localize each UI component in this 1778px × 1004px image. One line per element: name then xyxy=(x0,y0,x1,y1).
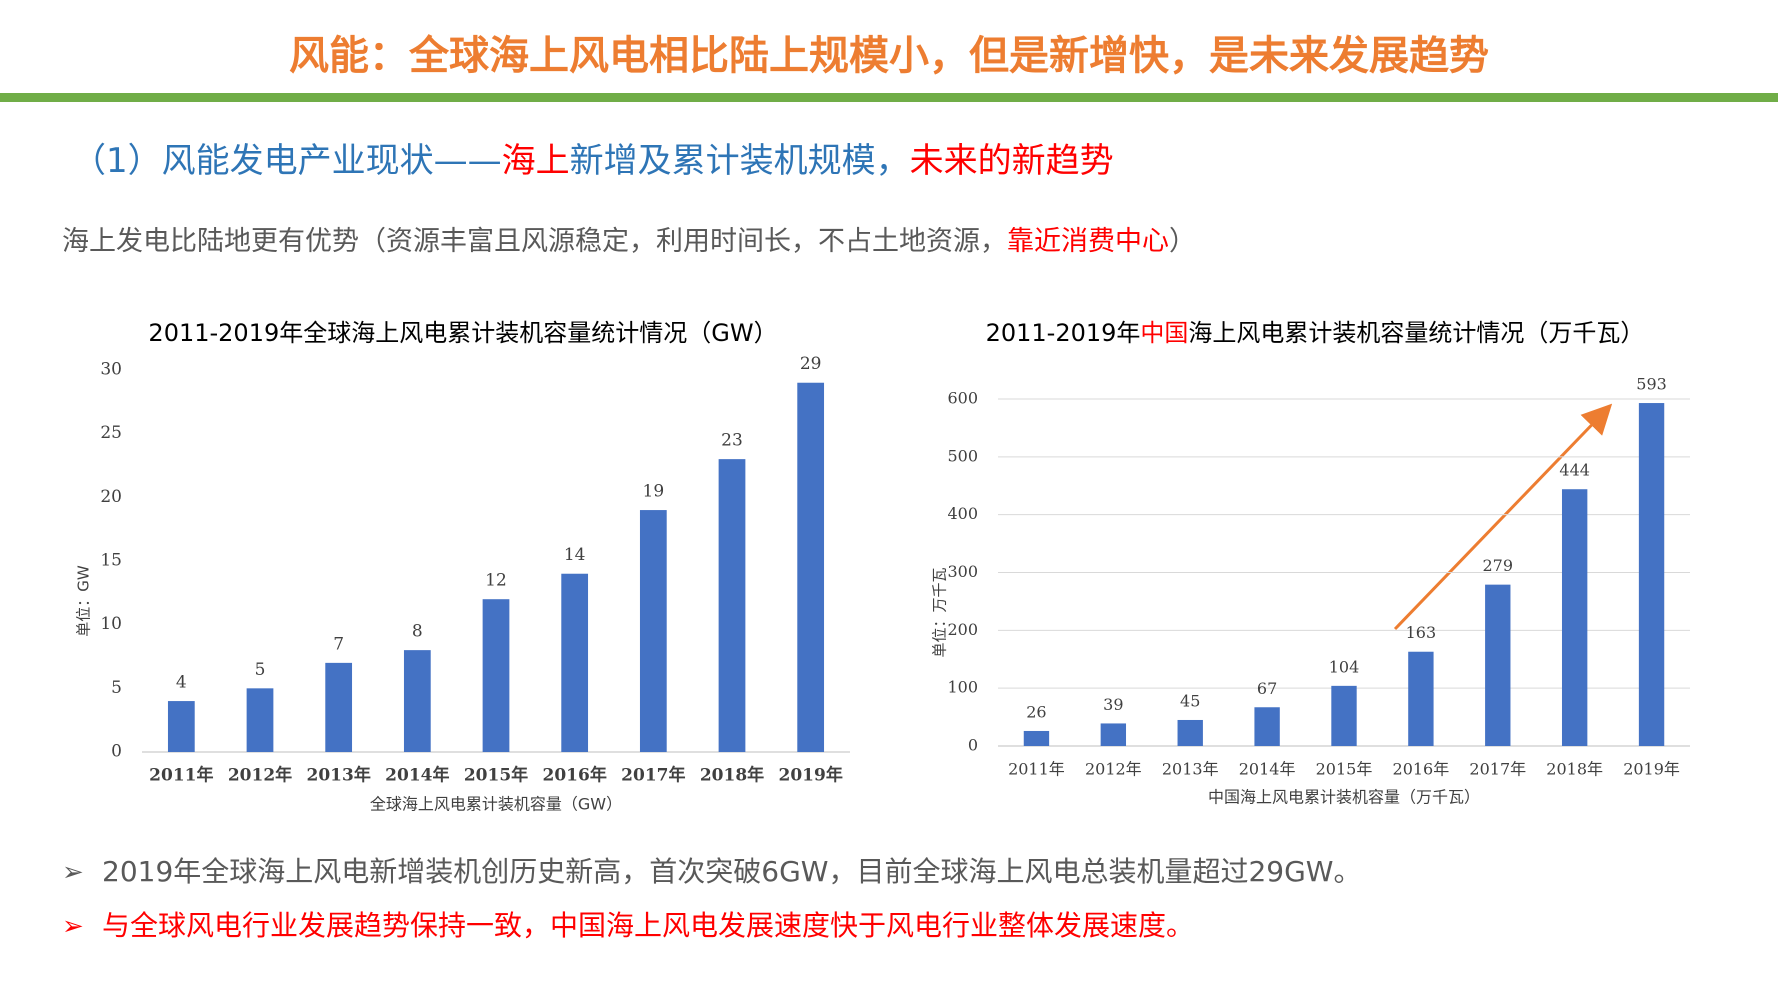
chart-title: 2011-2019年全球海上风电累计装机容量统计情况（GW） xyxy=(148,319,777,347)
x-axis-label: 全球海上风电累计装机容量（GW） xyxy=(370,795,622,814)
bar xyxy=(1638,403,1665,746)
subtitle-part: 新增及累计装机规模， xyxy=(570,141,910,181)
data-label: 45 xyxy=(1180,691,1200,710)
subtitle-part: 海上 xyxy=(502,141,570,181)
bar xyxy=(1177,719,1203,746)
bar xyxy=(403,650,431,752)
data-label: 5 xyxy=(255,660,266,680)
data-label: 14 xyxy=(564,545,586,565)
intro-part: 海上发电比陆地更有优势（资源丰富且风源稳定，利用时间长，不占土地资源， xyxy=(62,226,1007,257)
bullet: 2019年全球海上风电新增装机创历史新高，首次突破6GW，目前全球海上风电总装机… xyxy=(102,855,1361,888)
chart-title-part: 中国 xyxy=(1140,319,1188,347)
data-label: 4 xyxy=(176,673,187,693)
bar xyxy=(1100,723,1127,746)
bar xyxy=(482,599,510,752)
bar xyxy=(1254,707,1280,746)
bar xyxy=(797,382,825,752)
data-label: 104 xyxy=(1329,657,1360,676)
data-label: 7 xyxy=(333,634,344,654)
y-tick-label: 600 xyxy=(947,389,978,408)
x-axis-label: 中国海上风电累计装机容量（万千瓦） xyxy=(1208,788,1480,807)
trend-arrow xyxy=(1393,403,1613,631)
x-tick-label: 2019年 xyxy=(1623,760,1680,779)
slide-title: 风能：全球海上风电相比陆上规模小，但是新增快，是未来发展趋势 xyxy=(289,33,1489,79)
title-rule xyxy=(0,93,1778,102)
intro: 海上发电比陆地更有优势（资源丰富且风源稳定，利用时间长，不占土地资源，靠近消费中… xyxy=(62,226,1196,257)
y-tick-label: 5 xyxy=(111,678,122,698)
data-label: 29 xyxy=(800,354,822,374)
data-label: 23 xyxy=(721,431,743,451)
bullet-marker: ➢ xyxy=(62,858,84,888)
x-tick-label: 2013年 xyxy=(1162,760,1219,779)
data-label: 26 xyxy=(1026,702,1046,721)
x-tick-label: 2018年 xyxy=(700,765,764,786)
subtitle-part: （1）风能发电产业现状—— xyxy=(72,141,502,181)
y-tick-label: 0 xyxy=(111,742,122,762)
x-tick-label: 2016年 xyxy=(1393,760,1450,779)
x-tick-label: 2012年 xyxy=(228,765,292,786)
bar xyxy=(1561,489,1588,746)
y-tick-label: 200 xyxy=(947,620,978,639)
bar xyxy=(1331,685,1357,746)
bar xyxy=(1408,651,1434,746)
y-tick-label: 15 xyxy=(100,551,122,571)
x-tick-label: 2013年 xyxy=(307,765,371,786)
bar xyxy=(639,510,667,752)
y-tick-label: 20 xyxy=(100,487,122,507)
y-tick-label: 0 xyxy=(968,736,978,755)
x-tick-label: 2015年 xyxy=(1316,760,1373,779)
x-tick-label: 2012年 xyxy=(1085,760,1142,779)
x-tick-label: 2016年 xyxy=(543,765,607,786)
y-tick-label: 30 xyxy=(100,360,122,380)
data-label: 67 xyxy=(1257,679,1277,698)
y-tick-label: 400 xyxy=(947,504,978,523)
y-tick-label: 100 xyxy=(947,678,978,697)
chart-title-part: 海上风电累计装机容量统计情况（万千瓦） xyxy=(1188,319,1644,347)
bar xyxy=(718,459,746,752)
y-axis-label: 单位：GW xyxy=(75,565,93,637)
x-tick-label: 2011年 xyxy=(149,765,213,786)
data-label: 39 xyxy=(1103,695,1123,714)
x-tick-label: 2015年 xyxy=(464,765,528,786)
y-tick-label: 25 xyxy=(100,423,122,443)
bar xyxy=(167,701,195,752)
bar xyxy=(246,688,274,752)
data-label: 444 xyxy=(1559,461,1590,480)
x-tick-label: 2011年 xyxy=(1008,760,1065,779)
intro-part: 靠近消费中心 xyxy=(1007,226,1169,257)
data-label: 12 xyxy=(485,571,507,591)
bullet-marker: ➢ xyxy=(62,912,84,942)
chart-title-part: 2011-2019年 xyxy=(986,319,1141,347)
x-tick-label: 2017年 xyxy=(1469,760,1526,779)
x-tick-label: 2014年 xyxy=(1239,760,1296,779)
x-tick-label: 2018年 xyxy=(1546,760,1603,779)
bar xyxy=(561,573,589,752)
x-tick-label: 2014年 xyxy=(385,765,449,786)
x-tick-label: 2019年 xyxy=(779,765,843,786)
chart-title-part: 2011-2019年全球海上风电累计装机容量统计情况（GW） xyxy=(148,319,777,347)
data-label: 8 xyxy=(412,622,423,642)
subtitle-part: 未来的新趋势 xyxy=(910,141,1114,181)
data-label: 279 xyxy=(1483,556,1514,575)
bar xyxy=(325,662,353,752)
bullet: 与全球风电行业发展趋势保持一致，中国海上风电发展速度快于风电行业整体发展速度。 xyxy=(102,909,1194,942)
data-label: 163 xyxy=(1406,623,1437,642)
data-label: 19 xyxy=(643,482,665,502)
x-tick-label: 2017年 xyxy=(621,765,685,786)
subtitle: （1）风能发电产业现状——海上新增及累计装机规模，未来的新趋势 xyxy=(72,141,1114,181)
chart-title: 2011-2019年中国海上风电累计装机容量统计情况（万千瓦） xyxy=(986,319,1645,347)
data-label: 593 xyxy=(1636,375,1667,394)
y-tick-label: 500 xyxy=(947,446,978,465)
bar xyxy=(1485,584,1511,746)
bar xyxy=(1023,730,1050,746)
y-axis-label: 单位：万千瓦 xyxy=(931,567,949,657)
y-tick-label: 300 xyxy=(947,562,978,581)
y-tick-label: 10 xyxy=(100,614,122,634)
intro-part: ） xyxy=(1169,226,1196,257)
